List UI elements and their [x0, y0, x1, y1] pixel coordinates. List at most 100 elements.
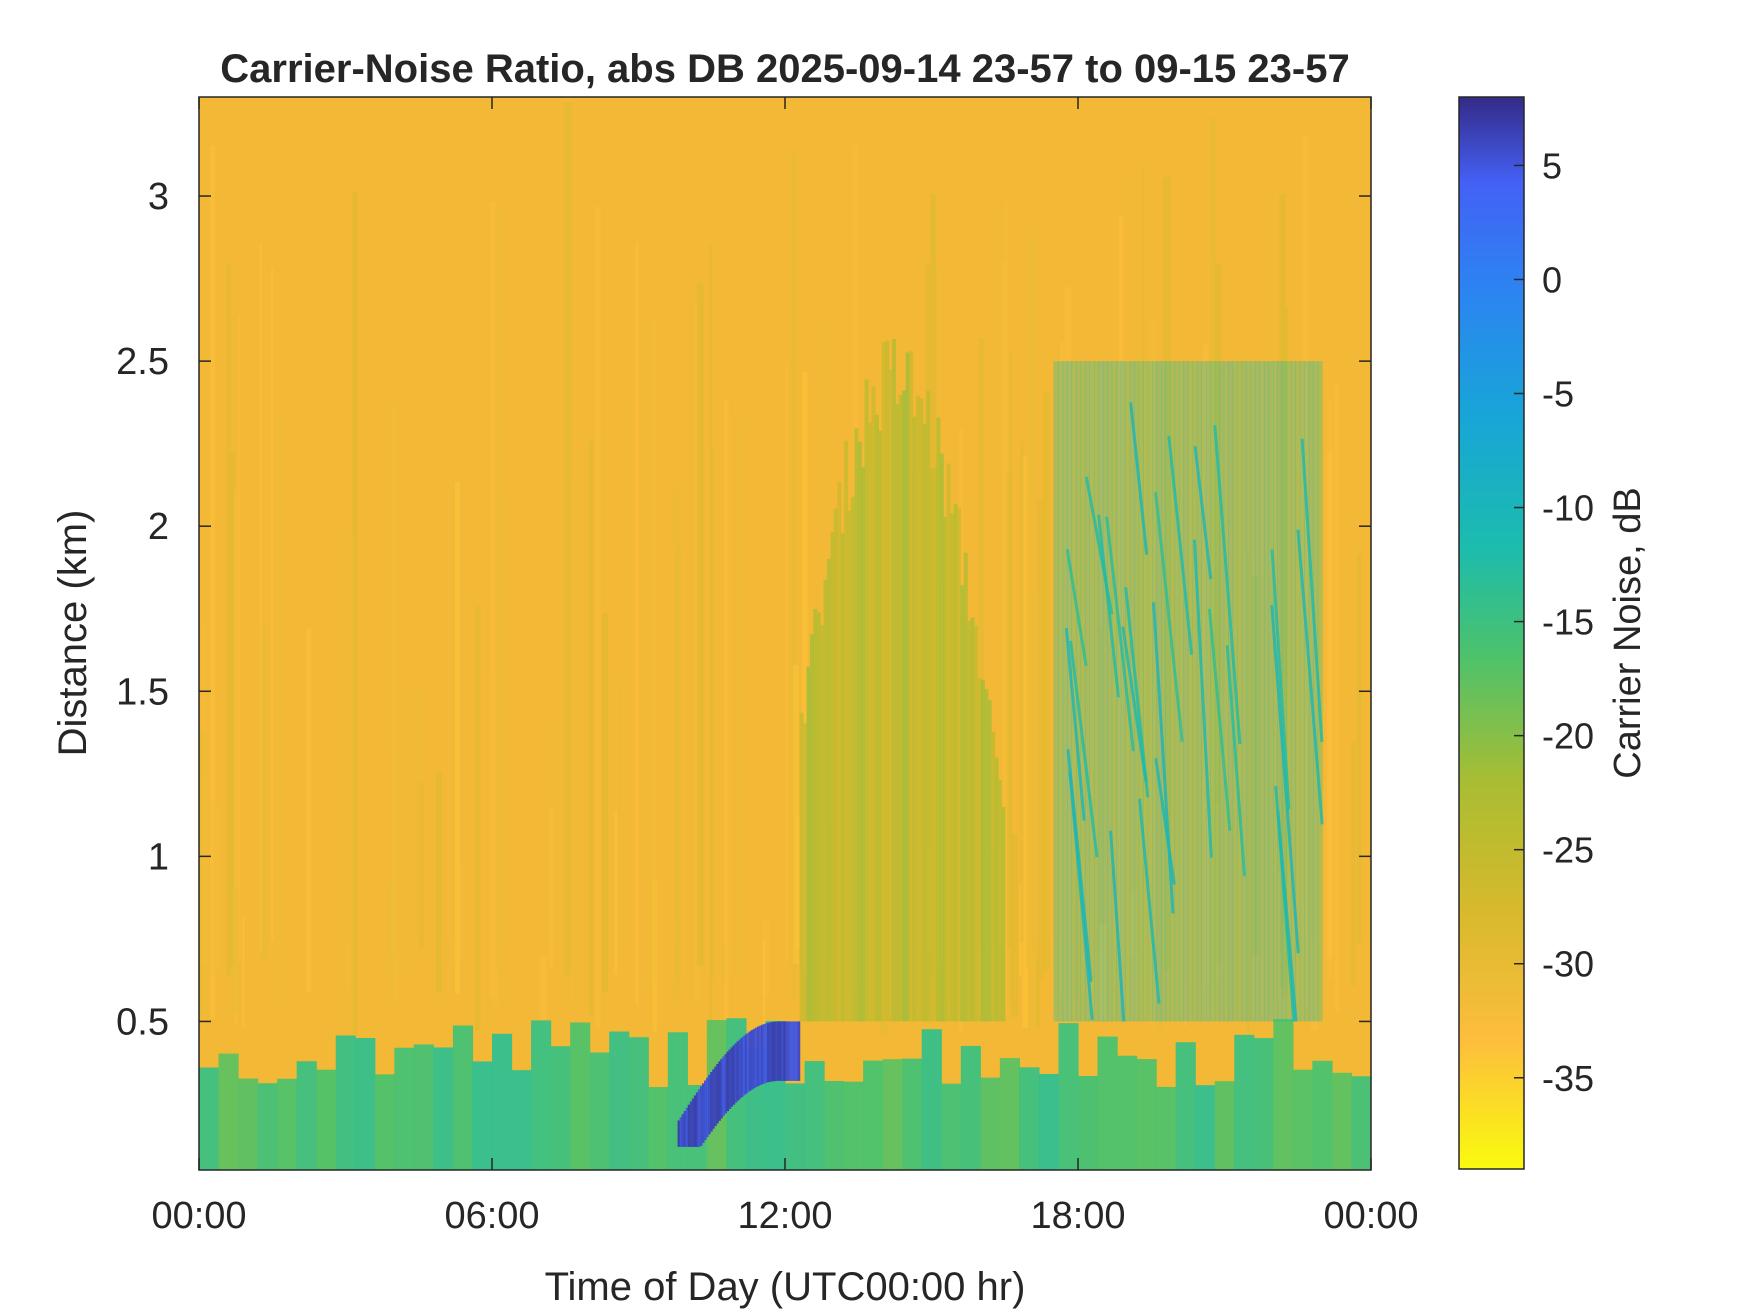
heatmap-cell [1120, 361, 1126, 1022]
heatmap-cell [1241, 361, 1247, 1022]
heatmap-cell [824, 1081, 845, 1170]
heatmap-cell [472, 1061, 493, 1170]
heatmap-cell [355, 1038, 376, 1170]
heatmap-cell [1278, 870, 1280, 999]
heatmap-cell [1035, 959, 1041, 1028]
heatmap-cell [932, 467, 937, 1022]
heatmap-cell [683, 1110, 687, 1147]
heatmap-cell [1098, 361, 1104, 1022]
heatmap-streak [1097, 514, 1120, 698]
heatmap-cell [1357, 554, 1362, 944]
heatmap-cell [693, 1095, 697, 1147]
heatmap-cell [1351, 741, 1356, 987]
heatmap-cell [1111, 361, 1117, 1022]
heatmap-cell [1213, 803, 1220, 983]
heatmap-cell [902, 1058, 923, 1170]
heatmap-cell [1001, 807, 1006, 1022]
x-tick-label: 18:00 [1030, 1195, 1125, 1237]
heatmap-cell [1150, 318, 1156, 1026]
heatmap-cell [296, 1061, 317, 1170]
heatmap-cell [936, 417, 941, 1022]
heatmap-cell [1084, 361, 1090, 1022]
heatmap-cell [1009, 353, 1013, 1006]
heatmap-cell [1178, 361, 1184, 1022]
x-tick-label: 06:00 [444, 1195, 539, 1237]
heatmap-cell [754, 1027, 758, 1088]
heatmap-cell [779, 1021, 782, 1081]
heatmap-cell [762, 939, 766, 1034]
y-tick-label: 3 [148, 176, 169, 218]
heatmap-cell [946, 463, 951, 1022]
heatmap-cell [921, 1029, 942, 1170]
heatmap-cell [758, 1025, 762, 1086]
heatmap-cell [627, 396, 631, 947]
heatmap-cell [997, 779, 1002, 1022]
heatmap-cell [803, 723, 808, 1022]
heatmap-cell [335, 1035, 356, 1170]
heatmap-cell [218, 1053, 239, 1170]
heatmap-cell [941, 1083, 962, 1170]
heatmap-cell [953, 503, 958, 1022]
heatmap-cell [687, 1104, 691, 1147]
heatmap-cell [915, 395, 920, 1022]
heatmap-cell [614, 810, 618, 975]
heatmap-cell [389, 401, 397, 958]
y-tick-label: 1 [148, 836, 169, 878]
heatmap-cell [991, 731, 996, 1022]
heatmap-cell [804, 1061, 825, 1170]
heatmap-cell [765, 1023, 768, 1083]
heatmap-cell [433, 1047, 454, 1170]
heatmap-cell [1304, 361, 1310, 1022]
heatmap-layers [199, 102, 1371, 1170]
chart-title: Carrier-Noise Ratio, abs DB 2025-09-14 2… [220, 47, 1349, 91]
heatmap-cell [511, 1070, 532, 1170]
heatmap-cell [1202, 343, 1210, 984]
colorbar-tick-label: 5 [1542, 145, 1562, 186]
heatmap-cell [635, 242, 639, 1006]
heatmap-cell [454, 482, 461, 995]
heatmap-cell [689, 1101, 693, 1147]
heatmap-cell [844, 440, 849, 1022]
heatmap-cell [787, 1021, 791, 1081]
heatmap-cell [1058, 361, 1064, 1022]
colorbar-label: Carrier Noise, dB [1607, 487, 1649, 778]
heatmap-cell [956, 507, 961, 1022]
heatmap-streak [1192, 539, 1213, 858]
heatmap-cell [242, 916, 245, 1028]
heatmap-cell [697, 1089, 701, 1147]
heatmap-cell [806, 666, 811, 1022]
heatmap-cell [987, 700, 992, 1022]
heatmap-cell [704, 1080, 707, 1140]
heatmap-cell [789, 1021, 793, 1081]
heatmap-cell [602, 613, 608, 992]
x-axis-label: Time of Day (UTC00:00 hr) [545, 1265, 1026, 1309]
heatmap-cell [1255, 361, 1261, 1022]
heatmap-cell [756, 1026, 760, 1087]
heatmap-cell [1143, 361, 1149, 1022]
heatmap-cell [681, 1114, 685, 1147]
heatmap-streak [1225, 645, 1246, 877]
heatmap-streak [1154, 758, 1176, 885]
heatmap-cell [691, 1098, 695, 1147]
heatmap-cell [1175, 1042, 1196, 1170]
heatmap-cell [967, 620, 972, 1022]
heatmap-cell [1250, 361, 1256, 1022]
heatmap-cell [885, 340, 890, 1022]
heatmap-cell [728, 1049, 732, 1109]
heatmap-cell [724, 1054, 727, 1114]
heatmap-cell [1268, 361, 1274, 1022]
heatmap-cell [676, 547, 681, 982]
heatmap-streak [1193, 446, 1213, 580]
colorbar-tick-label: -10 [1542, 488, 1594, 529]
heatmap-cell [1259, 361, 1265, 1022]
heatmap-cell [1223, 361, 1229, 1022]
heatmap-cell [716, 1063, 719, 1124]
heatmap-cell [994, 757, 999, 1022]
heatmap-cell [773, 1021, 776, 1082]
heatmap-cell [1192, 361, 1198, 1022]
heatmap-cell [750, 1030, 754, 1090]
heatmap-cell [1156, 1086, 1177, 1170]
heatmap-cell [1224, 641, 1230, 1004]
heatmap-cell [550, 1046, 571, 1170]
heatmap-streak [1064, 627, 1086, 821]
